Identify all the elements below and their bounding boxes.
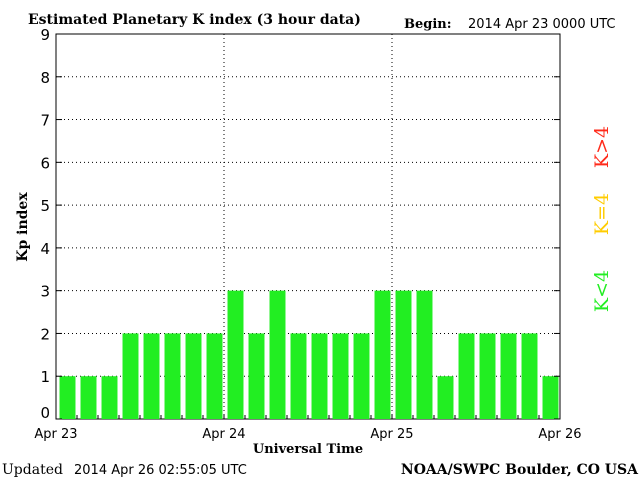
kp-bar xyxy=(353,333,370,419)
kp-bar xyxy=(521,333,538,419)
legend-k-equals-4: K=4 xyxy=(591,193,613,235)
updated-value: 2014 Apr 26 02:55:05 UTC xyxy=(74,463,247,478)
kp-bar xyxy=(479,333,496,419)
plot-area xyxy=(55,33,561,420)
kp-bar xyxy=(248,333,265,419)
y-tick-label: 1 xyxy=(40,368,50,386)
y-tick-label: 3 xyxy=(40,283,50,301)
kp-bar xyxy=(101,376,118,419)
kp-bar xyxy=(416,290,433,419)
x-tick-label: Apr 24 xyxy=(202,427,245,442)
source-credit: NOAA/SWPC Boulder, CO USA xyxy=(401,462,639,478)
kp-bar xyxy=(206,333,223,419)
kp-bar xyxy=(227,290,244,419)
kp-bar xyxy=(500,333,517,419)
y-tick-label: 7 xyxy=(40,112,50,130)
x-axis-label: Universal Time xyxy=(253,442,363,457)
y-tick-label: 4 xyxy=(40,240,50,258)
kp-bar xyxy=(80,376,97,419)
y-tick-label: 2 xyxy=(40,325,50,343)
x-tick-label: Apr 25 xyxy=(370,427,413,442)
kp-bar xyxy=(122,333,139,419)
begin-label: Begin: xyxy=(404,17,452,32)
x-tick-label: Apr 23 xyxy=(34,427,77,442)
kp-bar xyxy=(542,376,559,419)
kp-bar xyxy=(437,376,454,419)
begin-value: 2014 Apr 23 0000 UTC xyxy=(468,17,616,32)
kp-bar xyxy=(164,333,181,419)
y-axis-label: Kp index xyxy=(15,192,31,262)
chart-title: Estimated Planetary K index (3 hour data… xyxy=(28,12,361,28)
y-tick-label: 6 xyxy=(40,154,50,172)
kp-bar xyxy=(374,290,391,419)
x-axis-ticks: Apr 23 Apr 24 Apr 25 Apr 26 xyxy=(34,415,582,442)
legend-k-less-4: K<4 xyxy=(591,270,613,312)
y-tick-label: 0 xyxy=(40,404,50,422)
y-tick-label: 5 xyxy=(40,197,50,215)
kp-bar xyxy=(311,333,328,419)
y-tick-label: 8 xyxy=(40,69,50,87)
updated-label: Updated xyxy=(2,462,63,478)
grid-lines xyxy=(56,34,560,419)
kp-bar xyxy=(395,290,412,419)
kp-bar xyxy=(143,333,160,419)
kp-bar xyxy=(290,333,307,419)
kp-bar xyxy=(458,333,475,419)
bars xyxy=(59,290,559,419)
kp-bar xyxy=(269,290,286,419)
y-tick-label: 9 xyxy=(40,26,50,44)
x-tick-label: Apr 26 xyxy=(538,427,581,442)
kp-bar xyxy=(332,333,349,419)
kp-bar xyxy=(59,376,76,419)
kp-bar xyxy=(185,333,202,419)
legend-k-greater-4: K>4 xyxy=(591,126,613,168)
y-axis-ticks: 0 1 2 3 4 5 6 7 8 9 xyxy=(40,26,560,422)
